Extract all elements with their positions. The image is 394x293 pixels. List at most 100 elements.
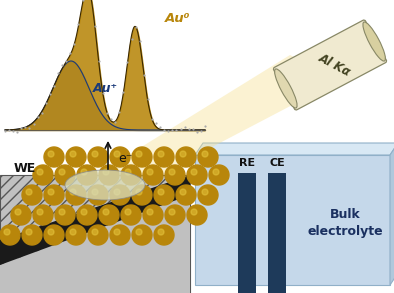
Text: CE: CE <box>269 158 285 168</box>
Ellipse shape <box>363 22 385 61</box>
Point <box>161 128 167 133</box>
Text: e⁻: e⁻ <box>118 151 132 164</box>
Point <box>18 126 24 130</box>
Text: Au⁺: Au⁺ <box>93 81 117 95</box>
Circle shape <box>198 147 218 167</box>
Point <box>96 58 102 63</box>
Point <box>145 97 151 101</box>
Circle shape <box>37 169 43 175</box>
Polygon shape <box>0 195 190 293</box>
Point <box>51 84 57 89</box>
Circle shape <box>191 209 197 215</box>
Text: WE: WE <box>14 161 36 175</box>
Circle shape <box>22 225 42 245</box>
Point <box>112 120 118 125</box>
Point <box>177 127 184 132</box>
Text: Au⁰: Au⁰ <box>165 11 191 25</box>
Circle shape <box>125 169 131 175</box>
Circle shape <box>55 165 75 185</box>
Point <box>153 120 159 125</box>
Point <box>10 129 16 133</box>
Circle shape <box>70 151 76 157</box>
Point <box>149 117 155 122</box>
Circle shape <box>15 209 21 215</box>
Point <box>14 130 20 134</box>
Point <box>6 127 12 132</box>
Point <box>202 124 208 129</box>
Circle shape <box>180 189 186 195</box>
Circle shape <box>103 209 109 215</box>
Circle shape <box>22 185 42 205</box>
Point <box>35 114 41 119</box>
Circle shape <box>11 205 31 225</box>
Circle shape <box>77 205 97 225</box>
Circle shape <box>88 147 108 167</box>
Point <box>47 92 53 97</box>
Circle shape <box>110 147 130 167</box>
Point <box>124 60 130 64</box>
Circle shape <box>55 205 75 225</box>
Circle shape <box>191 169 197 175</box>
Point <box>55 71 61 75</box>
Point <box>63 58 69 63</box>
Point <box>198 128 204 133</box>
Circle shape <box>88 185 108 205</box>
Circle shape <box>213 169 219 175</box>
Circle shape <box>77 165 97 185</box>
Circle shape <box>154 147 174 167</box>
Circle shape <box>33 165 53 185</box>
Point <box>39 110 45 115</box>
Polygon shape <box>238 173 256 293</box>
Polygon shape <box>80 55 340 190</box>
Circle shape <box>202 189 208 195</box>
Circle shape <box>110 225 130 245</box>
Circle shape <box>114 229 120 235</box>
Circle shape <box>187 165 207 185</box>
Ellipse shape <box>275 69 297 108</box>
Polygon shape <box>195 155 390 285</box>
Point <box>75 21 82 26</box>
Circle shape <box>4 229 10 235</box>
Point <box>108 116 114 121</box>
Point <box>71 42 78 47</box>
Circle shape <box>92 229 98 235</box>
Circle shape <box>202 151 208 157</box>
Circle shape <box>70 189 76 195</box>
Circle shape <box>132 147 152 167</box>
Circle shape <box>26 189 32 195</box>
Circle shape <box>176 185 196 205</box>
Point <box>80 0 86 3</box>
Polygon shape <box>0 175 190 293</box>
Point <box>186 126 192 131</box>
Circle shape <box>143 205 163 225</box>
Point <box>141 73 147 77</box>
Circle shape <box>187 205 207 225</box>
Point <box>2 129 8 133</box>
Polygon shape <box>390 143 394 285</box>
Ellipse shape <box>65 170 145 200</box>
Point <box>194 130 200 134</box>
Circle shape <box>154 225 174 245</box>
Circle shape <box>143 165 163 185</box>
FancyBboxPatch shape <box>273 20 387 110</box>
Point <box>116 110 123 114</box>
Circle shape <box>180 151 186 157</box>
Point <box>190 127 196 132</box>
Circle shape <box>26 229 32 235</box>
Circle shape <box>165 205 185 225</box>
Circle shape <box>169 169 175 175</box>
Circle shape <box>147 169 153 175</box>
Point <box>67 50 73 55</box>
Text: Bulk: Bulk <box>330 209 361 222</box>
Circle shape <box>48 189 54 195</box>
Circle shape <box>66 185 86 205</box>
Circle shape <box>33 205 53 225</box>
Point <box>165 129 171 134</box>
Circle shape <box>70 229 76 235</box>
Circle shape <box>48 151 54 157</box>
Circle shape <box>0 225 20 245</box>
Circle shape <box>154 185 174 205</box>
Text: RE: RE <box>239 158 255 168</box>
Circle shape <box>198 185 218 205</box>
Point <box>182 125 188 130</box>
